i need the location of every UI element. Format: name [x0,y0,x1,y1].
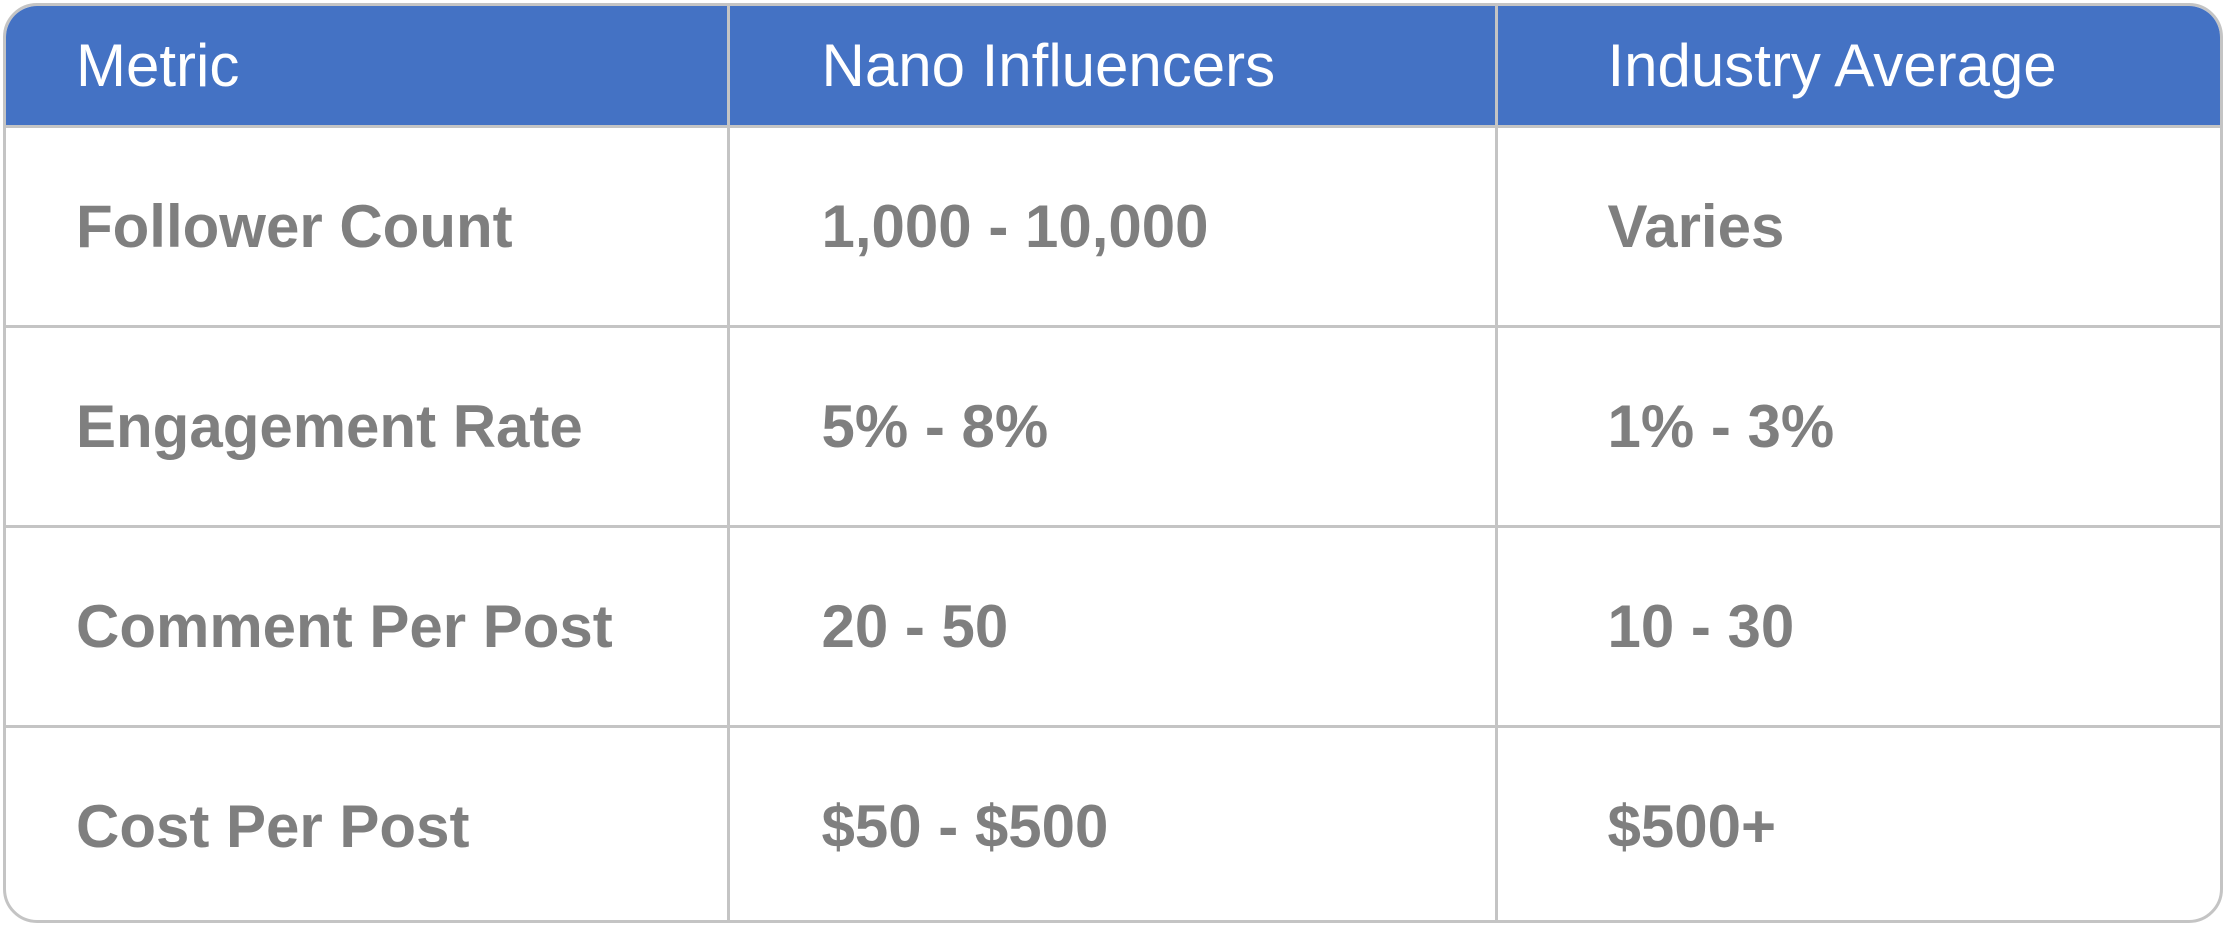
nano-value-cell: 20 - 50 [728,524,1498,726]
comparison-table: Metric Nano Influencers Industry Average… [3,3,2223,923]
table-row: Cost Per Post $50 - $500 $500+ [6,724,2220,920]
table-row: Engagement Rate 5% - 8% 1% - 3% [6,324,2220,526]
metric-cell: Engagement Rate [6,324,730,526]
metric-cell: Cost Per Post [6,724,730,920]
nano-value-cell: 1,000 - 10,000 [728,124,1498,326]
header-cell-nano-influencers: Nano Influencers [728,6,1498,126]
header-row: Metric Nano Influencers Industry Average [6,6,2220,126]
table-row: Comment Per Post 20 - 50 10 - 30 [6,524,2220,726]
header-cell-metric: Metric [6,6,730,126]
header-cell-industry-average: Industry Average [1496,6,2220,126]
nano-value-cell: $50 - $500 [728,724,1498,920]
industry-value-cell: 1% - 3% [1496,324,2220,526]
industry-value-cell: Varies [1496,124,2220,326]
metric-cell: Comment Per Post [6,524,730,726]
table-row: Follower Count 1,000 - 10,000 Varies [6,124,2220,326]
metric-cell: Follower Count [6,124,730,326]
comparison-table-grid: Metric Nano Influencers Industry Average… [6,6,2220,920]
industry-value-cell: $500+ [1496,724,2220,920]
industry-value-cell: 10 - 30 [1496,524,2220,726]
nano-value-cell: 5% - 8% [728,324,1498,526]
